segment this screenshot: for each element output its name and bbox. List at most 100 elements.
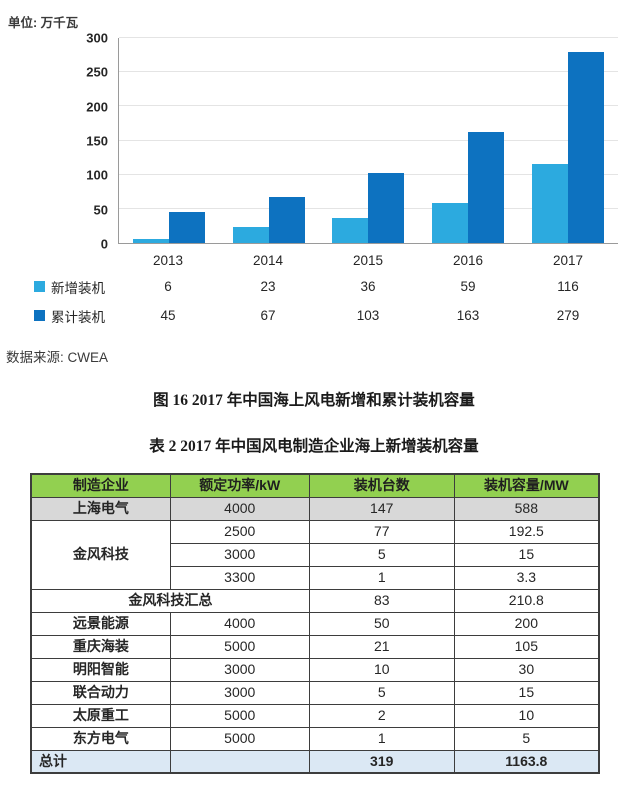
table-header-row: 制造企业 额定功率/kW 装机台数 装机容量/MW [30,473,600,498]
data-value-cumulative-installed: 67 [260,308,276,323]
x-axis-label: 2014 [252,252,284,268]
bar-new-installed-2017 [532,163,569,243]
y-axis-tick: 50 [93,202,108,218]
table-row: 重庆海装 5000 21 105 [30,634,600,659]
cell-power: 2500 [169,519,310,544]
cell-power: 5000 [169,634,310,659]
chart-table-row-cumulative-installed: 累计装机 45 67 103 163 279 [8,301,618,330]
bar-cumulative-installed-2013 [168,212,205,243]
table-row: 上海电气 4000 147 588 [30,496,600,521]
cell-power: 4000 [169,611,310,636]
cell-power: 5000 [169,726,310,751]
table-row: 明阳智能 3000 10 30 [30,657,600,682]
cell-capacity: 3.3 [453,565,600,590]
chart-plot-area [118,37,618,244]
data-value-cumulative-installed: 103 [356,308,380,323]
cell-units: 83 [308,588,455,613]
bar-group-2013 [119,38,219,243]
bar-group-2016 [418,38,518,243]
x-axis-label: 2017 [552,252,584,268]
x-axis-labels-row: 2013 2014 2015 2016 2017 [8,248,618,272]
table-row: 联合动力 3000 5 15 [30,680,600,705]
bar-new-installed-2016 [432,202,469,243]
cell-power: 5000 [169,703,310,728]
table-row-total: 总计 319 1163.8 [30,749,600,774]
chart-table-row-new-installed: 新增装机 6 23 36 59 116 [8,272,618,301]
cell-power [169,749,310,774]
data-value-new-installed: 116 [557,279,579,294]
header-rated-power: 额定功率/kW [169,473,310,498]
cell-company: 远景能源 [30,611,171,636]
legend-label: 新增装机 [51,280,105,296]
bar-cumulative-installed-2014 [268,197,305,243]
x-axis-label: 2015 [352,252,384,268]
cell-company: 上海电气 [30,496,171,521]
cell-company: 太原重工 [30,703,171,728]
legend-item-new-installed: 新增装机 [8,277,118,297]
y-axis-tick: 0 [100,236,108,252]
cell-capacity: 5 [453,726,600,751]
data-value-new-installed: 6 [164,279,172,294]
cell-subtotal-label: 金风科技汇总 [30,588,310,613]
y-axis: 0 50 100 150 200 250 300 [8,32,118,251]
cell-units: 10 [308,657,455,682]
figure-caption: 图 16 2017 年中国海上风电新增和累计装机容量 [153,392,475,409]
table-row: 太原重工 5000 2 10 [30,703,600,728]
bar-new-installed-2014 [232,227,269,243]
cell-units: 1 [308,565,455,590]
y-axis-tick: 200 [86,99,108,115]
cell-capacity: 200 [453,611,600,636]
cell-power: 3000 [169,680,310,705]
bar-group-2015 [319,38,419,243]
cell-units: 147 [308,496,455,521]
cell-units: 77 [308,519,455,544]
cell-total-label: 总计 [30,749,171,774]
cell-capacity: 15 [453,680,600,705]
cell-company: 重庆海装 [30,634,171,659]
y-axis-tick: 300 [86,30,108,46]
header-capacity: 装机容量/MW [453,473,600,498]
y-axis-tick: 250 [86,64,108,80]
bar-group-2014 [219,38,319,243]
data-value-new-installed: 59 [460,279,476,294]
cell-power: 3000 [169,542,310,567]
data-value-cumulative-installed: 163 [456,308,480,323]
data-value-cumulative-installed: 45 [160,308,176,323]
cell-units: 2 [308,703,455,728]
bar-cumulative-installed-2016 [468,131,505,243]
header-manufacturer: 制造企业 [30,473,171,498]
manufacturer-table: 制造企业 额定功率/kW 装机台数 装机容量/MW 上海电气 4000 147 … [30,473,600,774]
legend-item-cumulative-installed: 累计装机 [8,306,118,326]
chart-data-table: 2013 2014 2015 2016 2017 新增装机 6 23 36 59 116 累计装机 45… [8,248,618,330]
cell-capacity: 30 [453,657,600,682]
cell-units: 5 [308,680,455,705]
cell-capacity: 210.8 [453,588,600,613]
header-unit-count: 装机台数 [308,473,455,498]
cell-units: 1 [308,726,455,751]
data-value-new-installed: 36 [360,279,376,294]
cell-capacity: 10 [453,703,600,728]
cell-power: 3000 [169,657,310,682]
cell-capacity: 588 [453,496,600,521]
data-value-cumulative-installed: 279 [556,308,580,323]
bar-new-installed-2015 [332,218,369,243]
cell-capacity: 105 [453,634,600,659]
chart-plot-row: 0 50 100 150 200 250 300 [8,32,618,251]
legend-swatch-new-installed [34,281,45,292]
cell-units: 21 [308,634,455,659]
cell-power: 3300 [169,565,310,590]
bar-chart: 单位: 万千瓦 0 50 100 150 200 250 300 2013 2014 2015 2… [0,0,628,330]
cell-capacity: 192.5 [453,519,600,544]
y-axis-tick: 100 [86,167,108,183]
cell-power: 4000 [169,496,310,521]
data-value-new-installed: 23 [260,279,276,294]
cell-capacity: 15 [453,542,600,567]
table-caption: 表 2 2017 年中国风电制造企业海上新增装机容量 [149,438,479,455]
x-axis-label: 2016 [452,252,484,268]
legend-swatch-cumulative-installed [34,310,45,321]
cell-units: 50 [308,611,455,636]
bar-group-2017 [518,38,618,243]
table-row: 金风科技 2500 77 192.5 [30,519,600,590]
cell-company: 金风科技 [30,519,171,590]
bar-cumulative-installed-2017 [568,52,605,243]
